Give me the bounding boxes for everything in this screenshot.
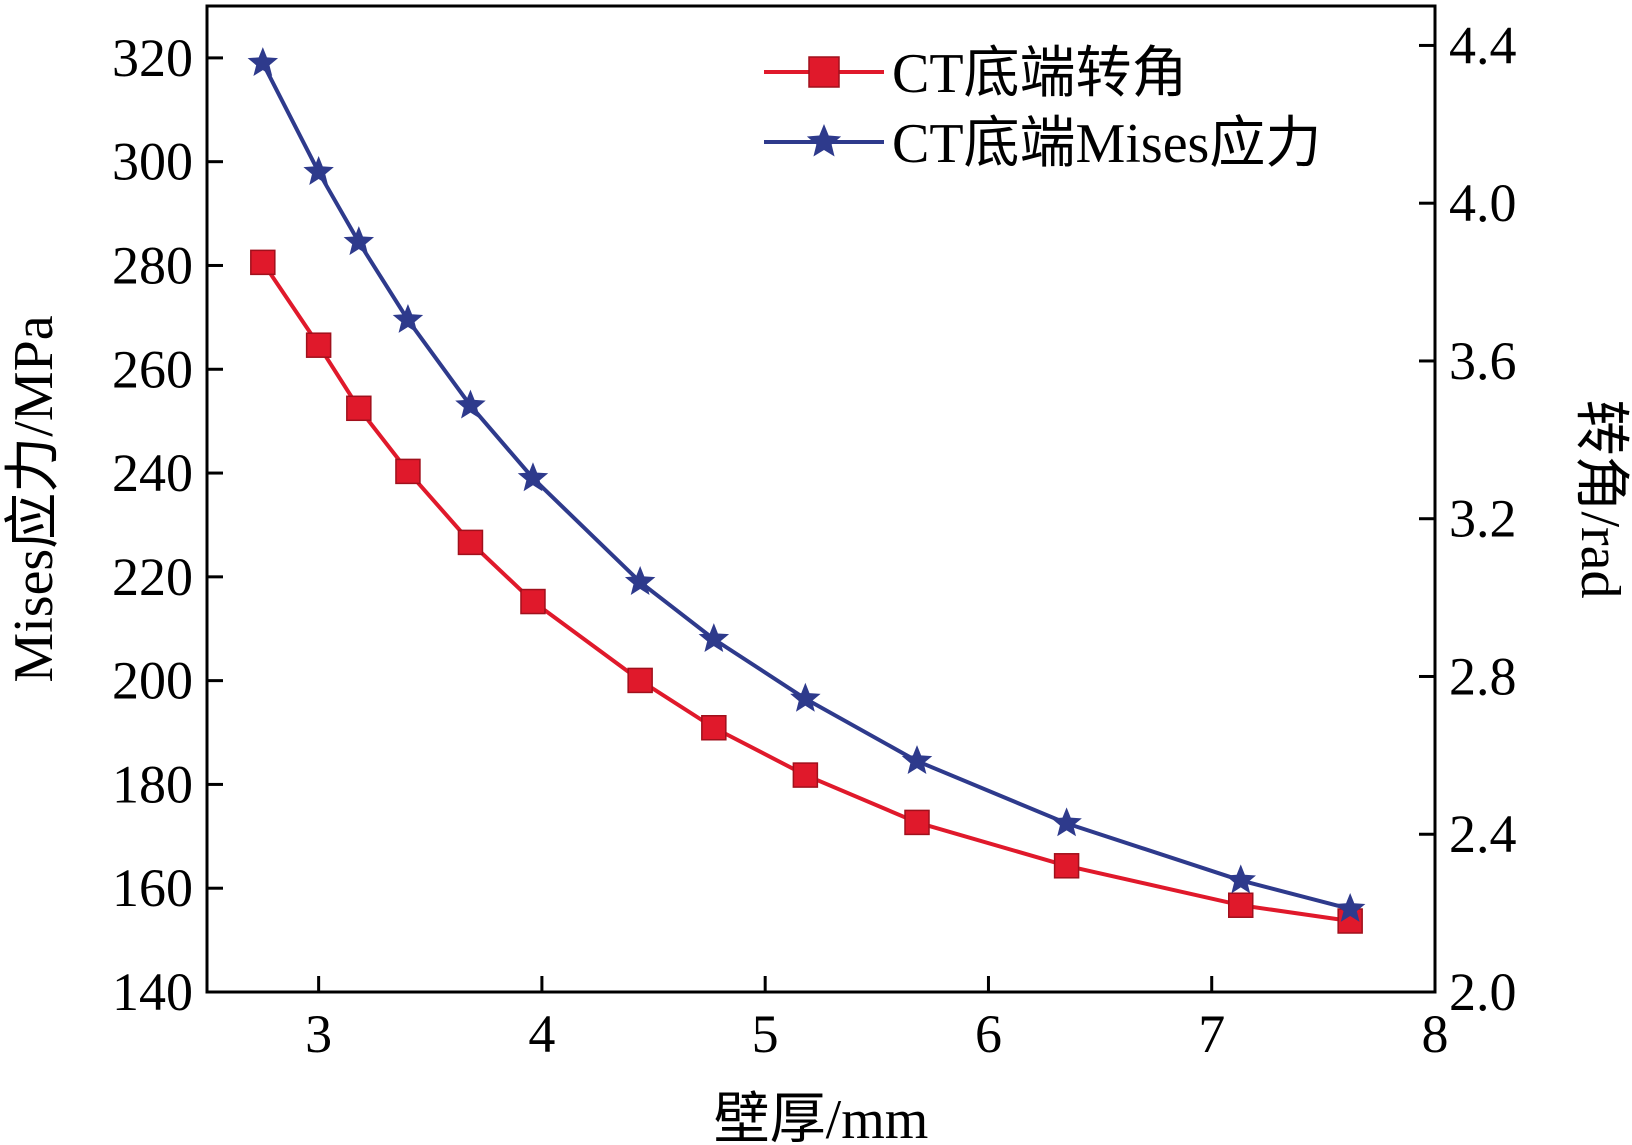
data-point-square (1053, 853, 1080, 879)
data-point-square (305, 332, 332, 358)
data-point-square (792, 762, 819, 788)
legend-marker-square (808, 56, 840, 88)
x-tick-label: 5 (752, 1004, 779, 1064)
legend-entry-rotation: CT底端转角 (764, 43, 1188, 105)
data-point-star (392, 303, 424, 333)
right-y-tick-label: 2.8 (1449, 646, 1517, 706)
plot-area-frame (205, 4, 1437, 994)
x-tick-label: 6 (975, 1004, 1002, 1064)
x-tick-label: 4 (528, 1004, 555, 1064)
data-point-square (904, 809, 930, 836)
right-y-tick-label: 2.0 (1449, 962, 1517, 1022)
data-point-star (455, 389, 486, 419)
data-point-star (790, 682, 821, 712)
right-y-tick-label: 4.4 (1449, 15, 1517, 75)
left-y-tick-label: 240 (112, 443, 193, 503)
right-y-tick-label: 3.6 (1449, 331, 1517, 391)
data-point-square (701, 715, 727, 741)
left-y-tick-label: 320 (112, 28, 193, 88)
legend-marker-star (806, 124, 842, 157)
data-point-square (395, 458, 421, 485)
data-point-star (698, 623, 730, 653)
legend: CT底端转角 CT底端Mises应力 (764, 43, 1321, 175)
left-y-axis: 140 160 180 200 220 240 260 280 300 320 (112, 28, 223, 1022)
x-tick-label: 3 (305, 1004, 332, 1064)
legend-label-stress: CT底端Mises应力 (892, 113, 1321, 175)
data-point-square (1228, 892, 1254, 918)
left-y-tick-label: 300 (112, 132, 193, 192)
series-rotation (250, 249, 1363, 934)
data-point-star (247, 47, 279, 77)
data-point-star (343, 226, 375, 256)
left-y-tick-label: 200 (112, 651, 193, 711)
data-point-star (901, 745, 933, 775)
x-axis-title: 壁厚/mm (714, 1089, 929, 1145)
data-point-star (303, 156, 334, 186)
right-y-axis: 2.0 2.4 2.8 3.2 3.6 4.0 4.4 (1419, 15, 1517, 1022)
x-tick-label: 8 (1422, 1004, 1449, 1064)
data-point-star (1334, 892, 1366, 922)
right-y-tick-label: 4.0 (1449, 173, 1517, 233)
left-y-tick-label: 160 (112, 858, 193, 918)
right-y-tick-label: 3.2 (1449, 489, 1517, 549)
data-point-star (517, 462, 549, 492)
left-y-axis-title: Mises应力/MPa (3, 315, 65, 682)
data-point-square (346, 395, 372, 422)
left-y-tick-label: 220 (112, 547, 193, 607)
left-y-tick-label: 140 (112, 962, 193, 1022)
data-point-star (1225, 864, 1256, 894)
data-point-star (624, 566, 656, 595)
series-layer (247, 47, 1366, 934)
data-point-square (520, 588, 546, 615)
legend-label-rotation: CT底端转角 (892, 43, 1188, 105)
data-point-square (457, 529, 484, 556)
legend-entry-stress: CT底端Mises应力 (764, 113, 1321, 175)
data-point-square (250, 249, 276, 276)
series-line (261, 261, 1351, 923)
series-stress (247, 47, 1366, 922)
right-y-tick-label: 2.4 (1449, 804, 1517, 864)
data-point-star (1051, 807, 1082, 837)
x-axis: 3 4 5 6 7 8 (305, 976, 1449, 1064)
left-y-tick-label: 280 (112, 235, 193, 295)
x-tick-label: 7 (1198, 1004, 1225, 1064)
data-point-square (627, 667, 653, 694)
right-y-axis-title: 转角/rad (1569, 399, 1631, 598)
left-y-tick-label: 260 (112, 339, 193, 399)
left-y-tick-label: 180 (112, 754, 193, 814)
